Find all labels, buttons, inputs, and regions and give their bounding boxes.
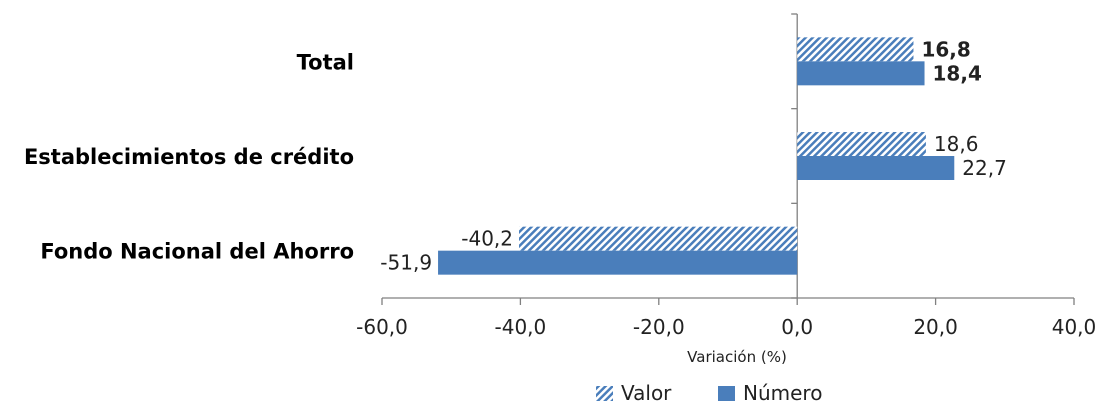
legend-swatch-numero bbox=[718, 386, 735, 401]
x-tick-label: 40,0 bbox=[1052, 315, 1097, 339]
x-tick-label: -60,0 bbox=[356, 315, 408, 339]
data-label-numero: 18,4 bbox=[933, 61, 982, 85]
x-tick-label: -40,0 bbox=[495, 315, 547, 339]
plot-area: -60,0 -40,0 -20,0 0,0 20,0 40,0 Total 16,818,4 E… bbox=[24, 13, 1097, 339]
x-tick-label: 20,0 bbox=[913, 315, 958, 339]
bar-valor bbox=[519, 226, 798, 251]
bar-numero bbox=[797, 156, 955, 180]
legend-swatch-valor bbox=[596, 386, 613, 401]
data-label-numero: -51,9 bbox=[380, 251, 432, 275]
legend-label-numero: Número bbox=[743, 381, 822, 402]
category-label: Fondo Nacional del Ahorro bbox=[40, 240, 354, 264]
bar-valor bbox=[797, 37, 914, 62]
data-label-valor: 18,6 bbox=[934, 132, 979, 156]
data-label-valor: 16,8 bbox=[921, 37, 970, 61]
bar-numero bbox=[797, 61, 925, 86]
legend-label-valor: Valor bbox=[621, 381, 672, 402]
x-tick-label: 0,0 bbox=[781, 315, 813, 339]
bar-valor bbox=[797, 132, 926, 156]
x-axis-title: Variación (%) bbox=[687, 348, 787, 366]
bar-numero bbox=[438, 250, 798, 275]
category-label: Total bbox=[297, 50, 354, 74]
x-tick-label: -20,0 bbox=[633, 315, 685, 339]
category-label: Establecimientos de crédito bbox=[24, 145, 354, 169]
data-label-valor: -40,2 bbox=[461, 227, 513, 251]
legend: Valor Número bbox=[596, 381, 822, 402]
data-label-numero: 22,7 bbox=[962, 156, 1007, 180]
